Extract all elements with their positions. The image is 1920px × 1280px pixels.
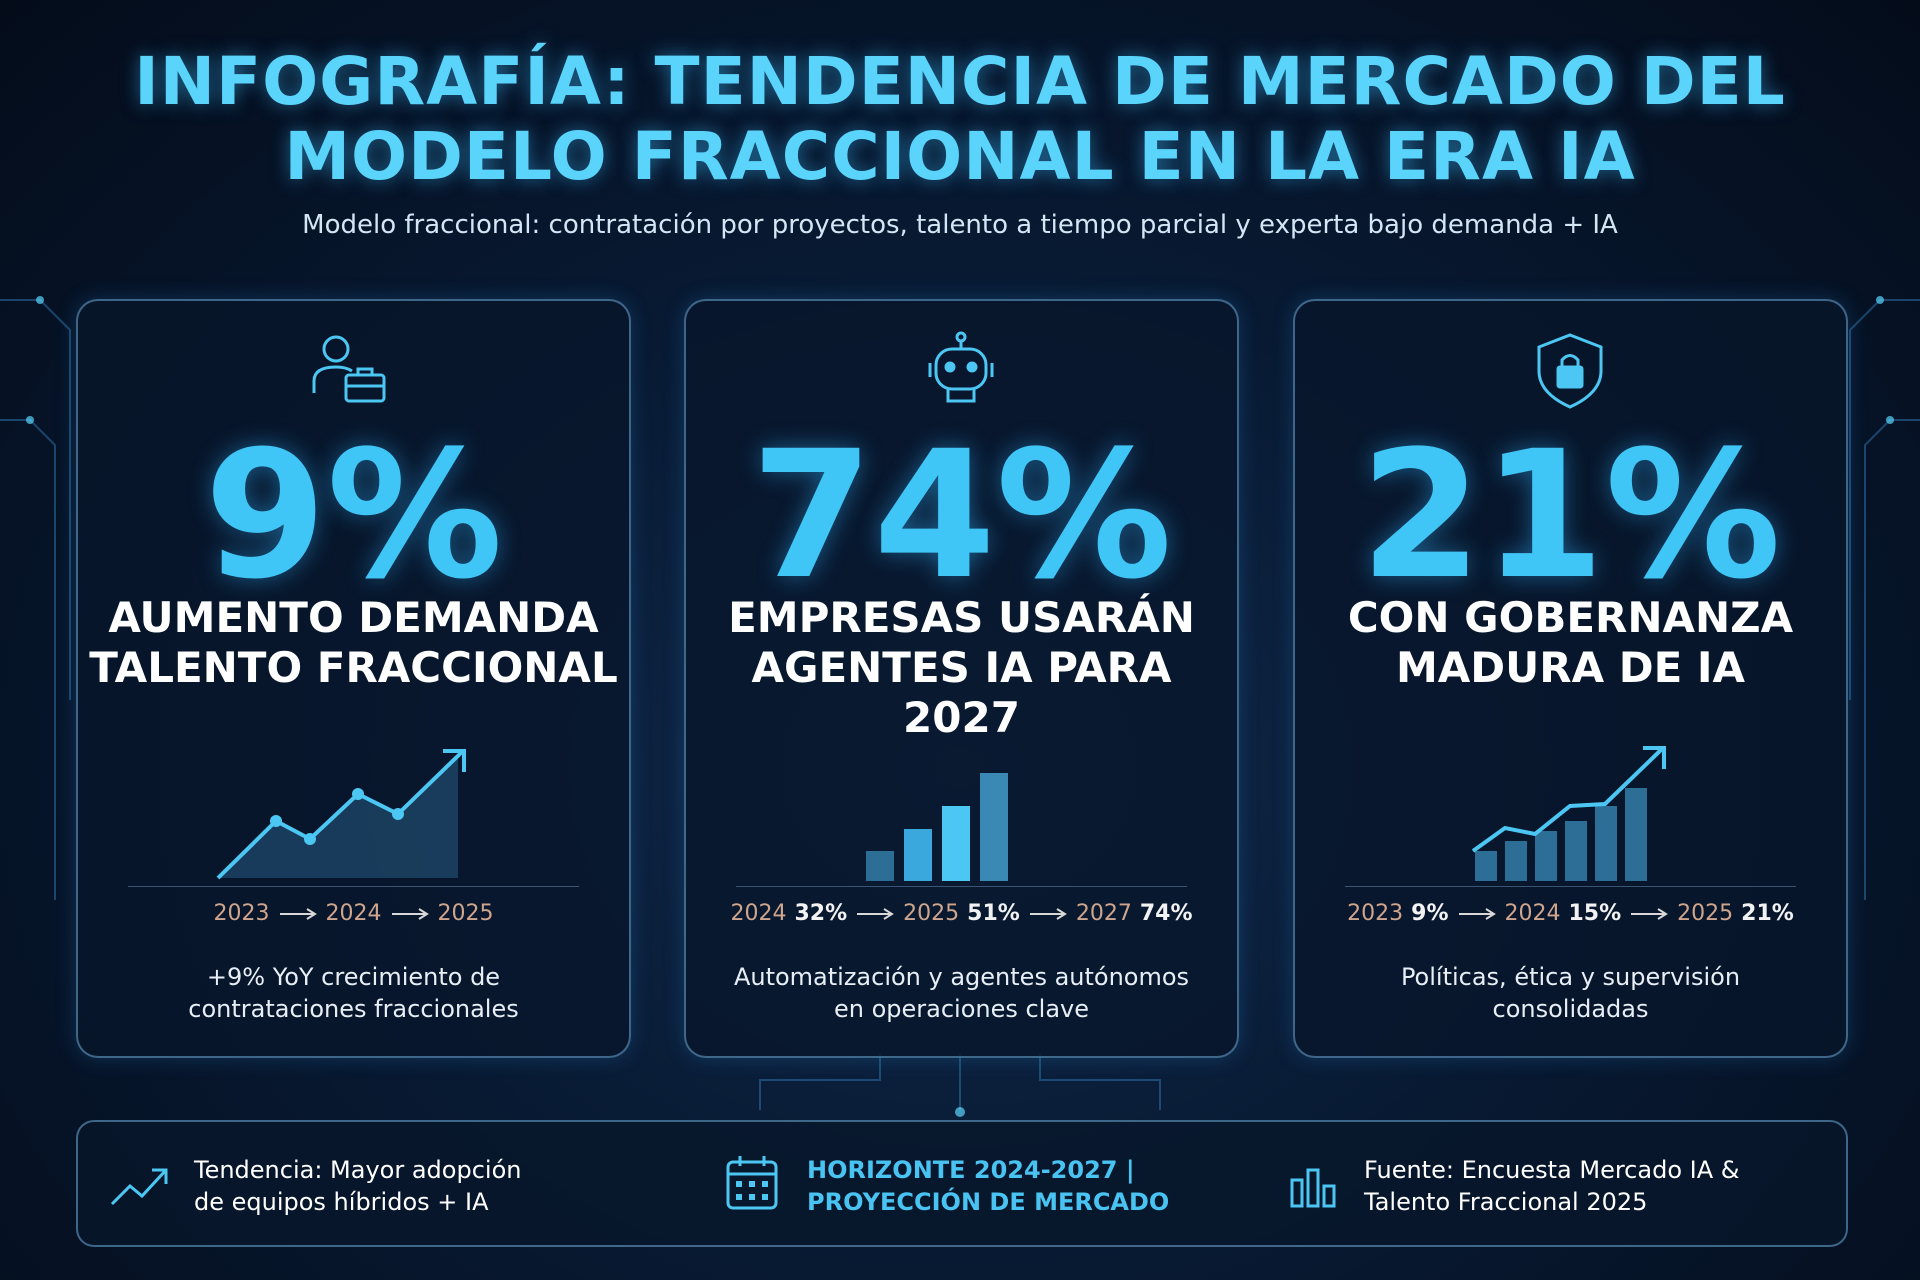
icon-trend bbox=[110, 1168, 168, 1206]
stat-label: EMPRESAS USARÁN AGENTES IA PARA 2027 bbox=[686, 593, 1237, 743]
timeline-arrow bbox=[279, 908, 317, 920]
desc-line: Políticas, ética y supervisión bbox=[1400, 963, 1741, 991]
timeline-value: 32% bbox=[794, 901, 848, 926]
description: Automatización y agentes autónomos en ope… bbox=[686, 961, 1237, 1025]
stat-label: AUMENTO DEMANDA TALENTO FRACCIONAL bbox=[78, 593, 629, 693]
desc-line: consolidadas bbox=[1492, 995, 1649, 1023]
icon-bars bbox=[1290, 1168, 1336, 1208]
label-line: CON GOBERNANZA bbox=[1347, 593, 1794, 642]
footer-line: Fuente: Encuesta Mercado IA & bbox=[1364, 1156, 1740, 1184]
timeline: 2023 9% 2024 15% 2025 21% bbox=[1295, 899, 1846, 929]
stat-card: 9% AUMENTO DEMANDA TALENTO FRACCIONAL 202… bbox=[76, 299, 631, 1058]
timeline-year: 2024 bbox=[325, 901, 382, 926]
stat-value: 21% bbox=[1359, 413, 1782, 618]
timeline-value: 9% bbox=[1411, 901, 1449, 926]
icon-shield bbox=[1537, 333, 1603, 409]
footer-line: de equipos híbridos + IA bbox=[194, 1188, 489, 1216]
timeline-arrow bbox=[1029, 908, 1067, 920]
footer-text: Tendencia: Mayor adopción de equipos híbr… bbox=[194, 1154, 521, 1218]
icon-robot bbox=[928, 331, 994, 403]
timeline-value: 51% bbox=[967, 901, 1020, 926]
timeline-year: 2025 bbox=[903, 901, 960, 926]
stat-value: 74% bbox=[750, 413, 1173, 618]
footer-text: Fuente: Encuesta Mercado IA & Talento Fra… bbox=[1364, 1154, 1739, 1218]
label-line: EMPRESAS USARÁN bbox=[728, 593, 1195, 642]
timeline-year: 2023 bbox=[1347, 901, 1404, 926]
label-line: MADURA DE IA bbox=[1395, 643, 1746, 692]
timeline-year: 2023 bbox=[213, 901, 270, 926]
title: INFOGRAFÍA: TENDENCIA DE MERCADO DEL bbox=[134, 43, 1786, 120]
subtitle: Modelo fraccional: contratación por proy… bbox=[302, 210, 1618, 240]
timeline-year: 2024 bbox=[1504, 901, 1561, 926]
label-line: AGENTES IA PARA bbox=[751, 643, 1172, 692]
desc-line: contrataciones fraccionales bbox=[188, 995, 519, 1023]
timeline-arrow bbox=[1458, 908, 1496, 920]
desc-line: en operaciones clave bbox=[833, 995, 1090, 1023]
footer-line: Tendencia: Mayor adopción bbox=[194, 1156, 522, 1184]
timeline-arrow bbox=[391, 908, 429, 920]
timeline-value: 74% bbox=[1139, 901, 1193, 926]
bar-chart-decor bbox=[866, 773, 1008, 881]
description: Políticas, ética y supervisión consolidad… bbox=[1295, 961, 1846, 1025]
icon-calendar bbox=[726, 1156, 778, 1210]
label-line: 2027 bbox=[903, 693, 1020, 742]
label-line: TALENTO FRACCIONAL bbox=[89, 643, 618, 692]
desc-line: +9% YoY crecimiento de bbox=[206, 963, 501, 991]
stat-value: 9% bbox=[204, 413, 503, 618]
description: +9% YoY crecimiento de contrataciones fra… bbox=[78, 961, 629, 1025]
timeline-year: 2025 bbox=[1677, 901, 1734, 926]
line-chart-decor bbox=[216, 749, 466, 880]
desc-line: Automatización y agentes autónomos bbox=[733, 963, 1190, 991]
title: MODELO FRACCIONAL EN LA ERA IA bbox=[284, 118, 1636, 195]
stat-card: 74% EMPRESAS USARÁN AGENTES IA PARA 2027 2… bbox=[684, 299, 1239, 1058]
timeline-arrow bbox=[1631, 908, 1669, 920]
icon-person bbox=[312, 335, 386, 403]
footer-line: PROYECCIÓN DE MERCADO bbox=[807, 1188, 1170, 1216]
timeline: 2024 32% 2025 51% 2027 74% bbox=[686, 899, 1237, 929]
divider bbox=[128, 886, 579, 887]
footer-line: Talento Fraccional 2025 bbox=[1364, 1188, 1648, 1216]
timeline-year: 2027 bbox=[1075, 901, 1132, 926]
timeline-year: 2025 bbox=[437, 901, 494, 926]
timeline-arrow bbox=[857, 908, 895, 920]
divider bbox=[1345, 886, 1796, 887]
divider bbox=[736, 886, 1187, 887]
bar-line-chart-decor bbox=[1471, 746, 1666, 881]
timeline-value: 15% bbox=[1568, 901, 1622, 926]
stat-card: 21% CON GOBERNANZA MADURA DE IA 2023 9% 202… bbox=[1293, 299, 1848, 1058]
footer-bar: Tendencia: Mayor adopción de equipos híbr… bbox=[76, 1120, 1848, 1247]
stat-label: CON GOBERNANZA MADURA DE IA bbox=[1295, 593, 1846, 693]
footer-line: HORIZONTE 2024-2027 | bbox=[807, 1156, 1135, 1184]
timeline: 2023 2024 2025 bbox=[78, 899, 629, 929]
timeline-year: 2024 bbox=[730, 901, 787, 926]
label-line: AUMENTO DEMANDA bbox=[108, 593, 599, 642]
footer-text: HORIZONTE 2024-2027 | PROYECCIÓN DE MERCA… bbox=[807, 1154, 1169, 1218]
timeline-value: 21% bbox=[1741, 901, 1794, 926]
